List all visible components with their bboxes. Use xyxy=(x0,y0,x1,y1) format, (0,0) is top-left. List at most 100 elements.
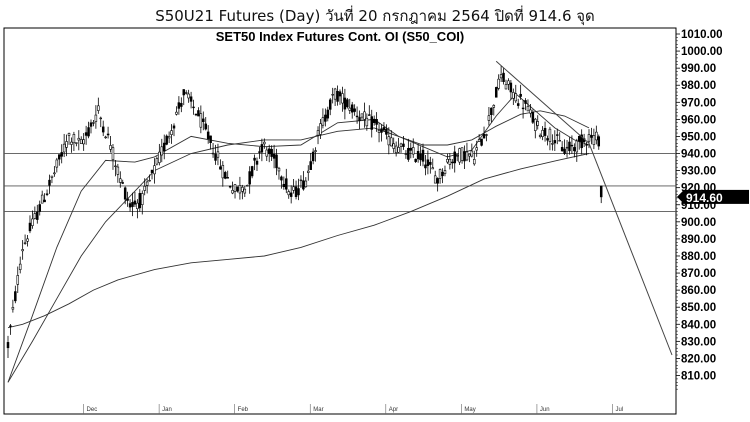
candle-body xyxy=(167,136,171,139)
candle-body xyxy=(253,157,256,161)
candle-body xyxy=(492,105,496,108)
candle-body xyxy=(172,125,176,129)
month-label: May xyxy=(464,407,475,413)
candle-body xyxy=(477,139,481,142)
candle-body xyxy=(433,175,437,184)
y-tick-label: 870.00 xyxy=(681,268,716,280)
candle-body xyxy=(390,137,393,147)
candle-body xyxy=(197,110,200,117)
candle-body xyxy=(385,128,388,135)
candle-body xyxy=(350,104,354,113)
candle-body xyxy=(458,148,461,163)
candle-body xyxy=(216,151,220,158)
moving-average-line xyxy=(7,153,590,329)
candle-body xyxy=(187,93,190,99)
candle-body xyxy=(482,133,486,139)
candle-body xyxy=(475,147,478,151)
candle-body xyxy=(551,143,554,145)
candle-body xyxy=(307,170,310,173)
candle-body xyxy=(460,147,464,161)
y-tick-label: 990.00 xyxy=(681,63,716,75)
candle-body xyxy=(399,143,403,147)
candle-body xyxy=(272,153,276,159)
y-tick-label: 820.00 xyxy=(681,353,716,365)
candle-body xyxy=(128,203,132,208)
last-price-label: 914.60 xyxy=(686,191,723,205)
candle-body xyxy=(82,139,85,145)
candle-body xyxy=(331,94,334,96)
candle-body xyxy=(170,130,173,135)
candle-body xyxy=(231,190,234,194)
y-tick-label: 980.00 xyxy=(681,80,716,92)
candle-body xyxy=(280,176,283,181)
candle-body xyxy=(343,97,347,110)
candle-body xyxy=(502,72,505,82)
candle-body xyxy=(341,93,344,104)
candle-body xyxy=(490,107,493,116)
candle-body xyxy=(160,146,164,156)
candle-body xyxy=(23,242,27,244)
candle-body xyxy=(358,117,361,121)
candle-body xyxy=(346,99,349,108)
candle-body xyxy=(221,165,225,179)
candle-body xyxy=(407,147,410,160)
plot-frame xyxy=(3,27,677,415)
candle-body xyxy=(558,140,561,142)
candle-body xyxy=(411,147,415,155)
y-tick-label: 840.00 xyxy=(681,319,716,331)
trend-line xyxy=(495,60,673,356)
candle-body xyxy=(26,238,29,242)
candle-body xyxy=(50,175,54,178)
candle-body xyxy=(504,84,508,90)
candle-body xyxy=(148,179,151,182)
candle-body xyxy=(402,143,405,147)
candle-body xyxy=(97,105,100,111)
candle-body xyxy=(397,147,400,153)
candle-body xyxy=(258,151,261,153)
candle-body xyxy=(580,134,583,149)
candle-body xyxy=(236,186,239,192)
candle-body xyxy=(494,87,498,98)
candle-body xyxy=(84,132,88,136)
candle-body xyxy=(79,139,83,144)
candle-body xyxy=(414,158,417,162)
candle-body xyxy=(202,118,205,123)
candle-body xyxy=(289,192,293,197)
chart-title: SET50 Index Futures Cont. OI (S50_COI) xyxy=(216,29,465,44)
candle-body xyxy=(204,123,207,130)
candle-body xyxy=(189,96,193,102)
candle-body xyxy=(40,194,44,204)
candle-body xyxy=(199,113,203,128)
candle-body xyxy=(165,135,168,145)
candle-body xyxy=(419,153,422,161)
candle-body xyxy=(33,213,37,219)
candle-body xyxy=(587,134,591,142)
candle-body xyxy=(182,89,186,96)
candle-body xyxy=(453,151,456,164)
candle-body xyxy=(275,154,278,169)
candle-body xyxy=(282,183,286,188)
candle-body xyxy=(473,159,476,165)
candle-body xyxy=(92,122,95,124)
month-label: Apr xyxy=(389,407,398,413)
candle-body xyxy=(67,133,71,136)
candle-body xyxy=(463,151,466,162)
candle-body xyxy=(380,128,383,133)
y-tick-label: 850.00 xyxy=(681,302,716,314)
candle-body xyxy=(150,169,154,173)
candle-body xyxy=(573,147,576,152)
candle-body xyxy=(192,106,195,109)
candle-body xyxy=(565,146,569,149)
candle-body xyxy=(404,153,408,155)
candle-body xyxy=(175,111,178,115)
y-tick-label: 830.00 xyxy=(681,336,716,348)
candle-body xyxy=(443,170,447,174)
candle-body xyxy=(243,188,247,194)
candle-body xyxy=(529,109,532,114)
candle-body xyxy=(470,150,474,157)
candle-body xyxy=(141,193,144,205)
candle-body xyxy=(123,187,127,200)
candle-body xyxy=(106,133,110,136)
candle-body xyxy=(416,151,420,160)
candle-body xyxy=(592,135,596,145)
